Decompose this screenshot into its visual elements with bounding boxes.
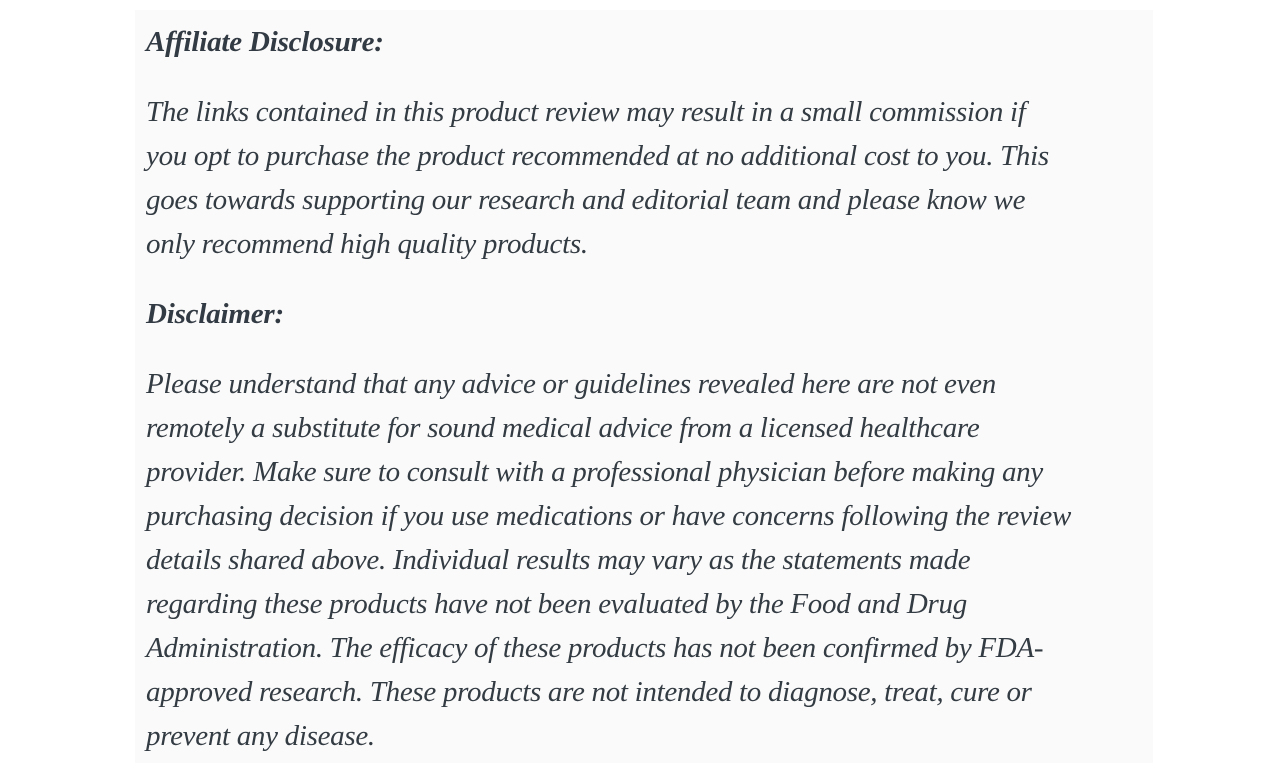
disclaimer-paragraph: Please understand that any advice or gui… xyxy=(146,368,1072,752)
affiliate-disclosure-heading: Affiliate Disclosure: xyxy=(146,26,384,58)
article-panel: Affiliate Disclosure: The links containe… xyxy=(135,10,1153,763)
disclaimer-heading: Disclaimer: xyxy=(146,298,284,330)
affiliate-disclosure-paragraph: The links contained in this product revi… xyxy=(146,96,1049,260)
